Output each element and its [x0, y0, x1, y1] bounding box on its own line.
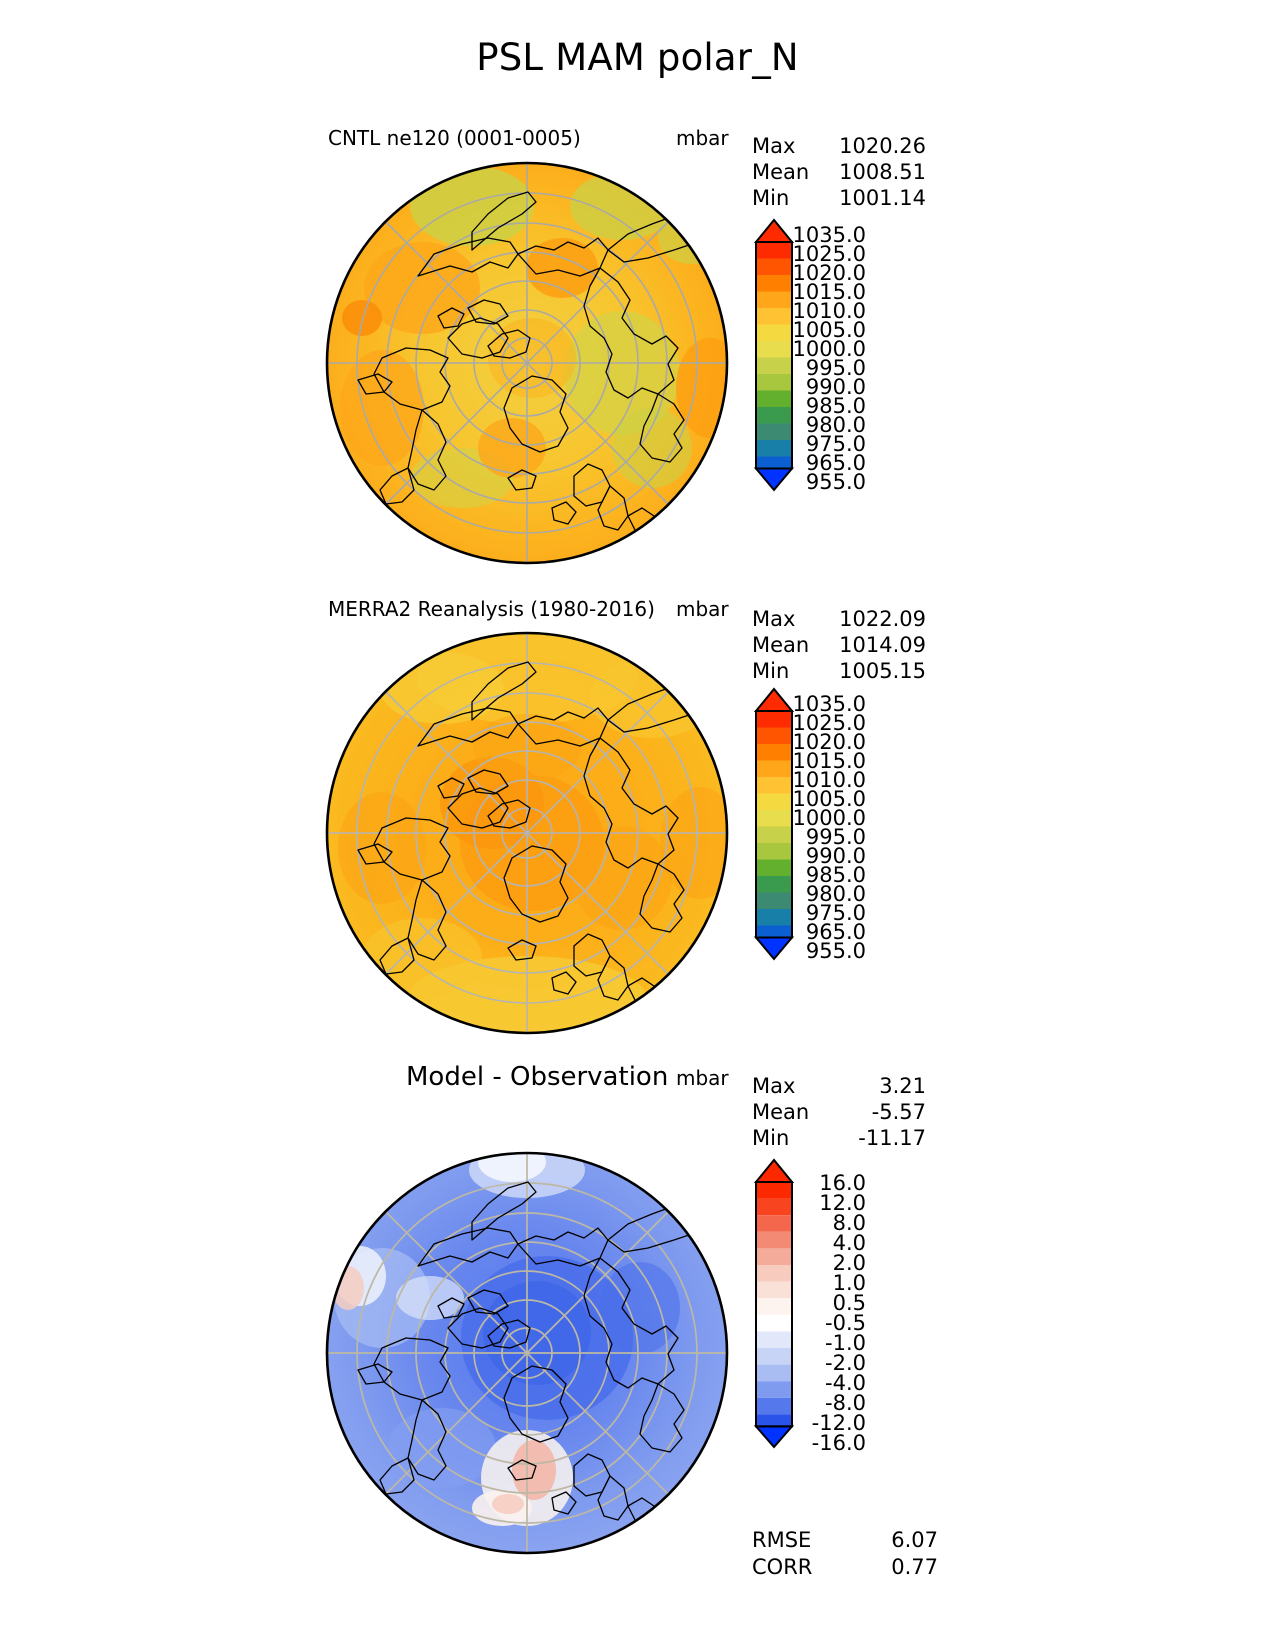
stat-row: Max 3.21	[752, 1074, 926, 1098]
panel-control-stats: Max 1020.26 Mean 1008.51 Min 1001.14	[752, 133, 926, 211]
colorbar-svg	[753, 687, 795, 961]
stat-row: Min 1001.14	[752, 186, 926, 210]
polar-map-control	[322, 158, 732, 572]
colorbar-difference-labels: 16.0 12.0 8.0 4.0 2.0 1.0 0.5 -0.5 -1.0 …	[811, 1171, 866, 1455]
panel-observation-title: MERRA2 Reanalysis (1980-2016)	[328, 597, 655, 621]
panel-observation-stats: Max 1022.09 Mean 1014.09 Min 1005.15	[752, 606, 926, 684]
colorbar-pressure-2-labels: 1035.0 1025.0 1020.0 1015.0 1010.0 1005.…	[792, 692, 866, 963]
stat-row: Mean -5.57	[752, 1100, 926, 1124]
stat-row: Mean 1014.09	[752, 633, 926, 657]
polar-map-svg	[325, 631, 729, 1035]
stat-row: Min 1005.15	[752, 659, 926, 683]
panel-control-units: mbar	[676, 126, 729, 150]
panel-difference-title: Model - Observation	[406, 1062, 669, 1092]
colorbar-svg	[753, 1158, 795, 1449]
footer-stats: RMSE 6.07 CORR 0.77	[752, 1527, 938, 1581]
footer-stat-row: RMSE 6.07	[752, 1528, 938, 1552]
polar-map-svg	[325, 161, 729, 565]
colorbar-pressure-2	[750, 685, 798, 967]
footer-stat-row: CORR 0.77	[752, 1555, 938, 1579]
stat-row: Max 1020.26	[752, 134, 926, 158]
panel-observation-units: mbar	[676, 597, 729, 621]
polar-map-difference	[322, 1148, 732, 1562]
colorbar-pressure-1-labels: 1035.0 1025.0 1020.0 1015.0 1010.0 1005.…	[792, 223, 866, 494]
stat-row: Mean 1008.51	[752, 160, 926, 184]
polar-map-svg	[325, 1151, 729, 1555]
panel-difference-units: mbar	[676, 1066, 729, 1090]
colorbar-difference	[750, 1156, 798, 1455]
polar-map-observation	[322, 628, 732, 1042]
stat-row: Max 1022.09	[752, 607, 926, 631]
panel-control-title: CNTL ne120 (0001-0005)	[328, 126, 581, 150]
stat-row: Min -11.17	[752, 1126, 926, 1150]
panel-difference-stats: Max 3.21 Mean -5.57 Min -11.17	[752, 1073, 926, 1151]
colorbar-pressure-1	[750, 216, 798, 498]
colorbar-svg	[753, 218, 795, 492]
page-title: PSL MAM polar_N	[476, 36, 799, 79]
